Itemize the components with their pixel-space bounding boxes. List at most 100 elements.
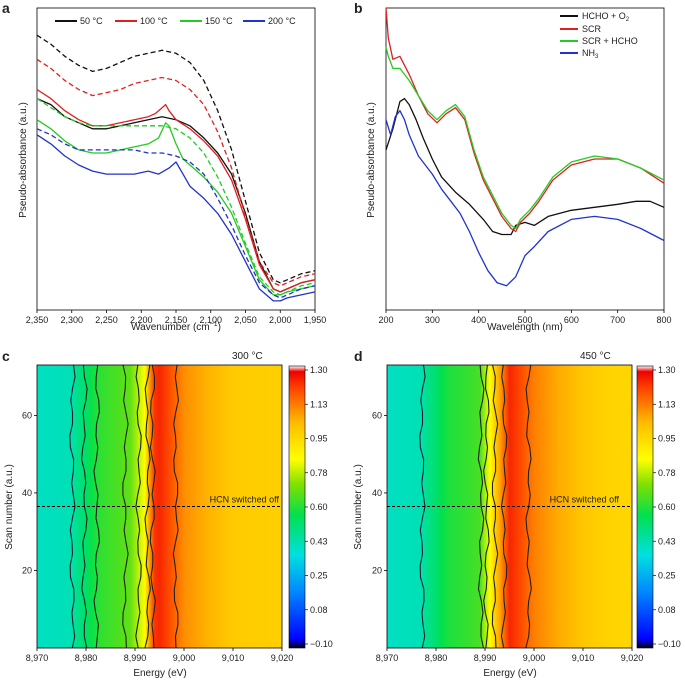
y-tick-label-c-0: 20 [22, 565, 32, 575]
y-tick-label-c-1: 40 [22, 488, 32, 498]
x-tick-label-a-8: 1,950 [304, 315, 327, 325]
x-tick-label-b-0: 200 [378, 315, 393, 325]
contour-line-d-4 [500, 364, 508, 649]
x-tick-label-d-1: 8,980 [425, 653, 448, 663]
panel-letter-b: b [354, 0, 363, 16]
colorbar-tick-label-d-6: 0.25 [658, 571, 676, 581]
legend-b-label-3-sub: 3 [595, 54, 599, 60]
x-tick-label-c-1: 8,980 [75, 653, 98, 663]
contour-line-d-3 [491, 364, 499, 649]
axes-frame-c [36, 364, 283, 649]
y-tick-label-d-0: 20 [372, 565, 382, 575]
x-tick-label-d-3: 9,000 [523, 653, 546, 663]
y-axis-label-b: Pseudo-absorbance (a.u.) [366, 102, 377, 218]
colorbar-ticks-d: 1.30 1.13 0.95 0.78 0.60 0.43 0.25 0.08 −0.10 [653, 365, 681, 649]
colorbar-tick-label-c-7: 0.08 [310, 605, 328, 615]
legend-b-label-3-text: NH [582, 48, 595, 58]
legend-a-label-1: 100 °C [140, 16, 168, 26]
legend-b: HCHO + O2 SCR SCR + HCHO NH3 [560, 11, 638, 60]
colorbar-tick-label-c-6: 0.25 [310, 571, 328, 581]
series-line-a-3 [36, 58, 316, 287]
panel-letter-a: a [2, 0, 10, 16]
x-tick-label-b-4: 600 [564, 315, 579, 325]
legend-a: 50 °C 100 °C 150 °C 200 °C [55, 16, 296, 26]
hcn-marker-label-c: HCN switched off [210, 495, 280, 505]
x-axis-label-a-close: ) [218, 322, 221, 333]
panel-letter-c: c [2, 348, 10, 364]
x-ticks-c: 8,970 8,980 8,990 9,000 9,010 9,020 [26, 648, 294, 663]
x-ticks-b: 200 300 400 500 600 700 800 [378, 310, 672, 325]
series-line-a-0 [36, 98, 316, 293]
annotation-d: 450 °C [580, 351, 611, 362]
colorbar-tick-label-d-5: 0.43 [658, 536, 676, 546]
x-tick-label-d-0: 8,970 [376, 653, 399, 663]
contour-line-c-3 [122, 364, 129, 649]
colorbar-tick-label-d-3: 0.78 [658, 468, 676, 478]
hcn-marker-label-d: HCN switched off [550, 495, 620, 505]
x-tick-label-c-5: 9,020 [271, 653, 294, 663]
y-tick-label-c-2: 60 [22, 410, 32, 420]
x-tick-label-a-7: 2,000 [269, 315, 292, 325]
x-tick-label-a-3: 2,200 [130, 315, 153, 325]
series-line-a-5 [36, 98, 316, 296]
series-line-a-2 [36, 88, 316, 293]
x-tick-label-a-0: 2,350 [26, 315, 49, 325]
x-tick-label-a-5: 2,100 [199, 315, 222, 325]
x-tick-label-c-0: 8,970 [26, 653, 49, 663]
contour-line-d-1 [477, 364, 485, 649]
series-lines-b [385, 7, 665, 287]
series-line-b-2 [385, 47, 665, 230]
y-ticks-d: 20 40 60 [372, 410, 387, 575]
x-ticks-d: 8,970 8,980 8,990 9,000 9,010 9,020 [376, 648, 644, 663]
colorbar-tick-label-d-0: 1.30 [658, 365, 676, 375]
legend-a-label-2: 150 °C [205, 16, 233, 26]
panel-d: d 450 °C HCN switched off 8,970 8,980 8,99… [353, 348, 681, 679]
legend-b-label-0: HCHO + O2 [582, 11, 630, 23]
x-tick-label-c-4: 9,010 [222, 653, 245, 663]
legend-a-label-0: 50 °C [80, 16, 103, 26]
contour-line-c-7 [172, 364, 179, 649]
y-tick-label-d-2: 60 [372, 410, 382, 420]
x-tick-label-c-3: 9,000 [173, 653, 196, 663]
series-line-a-6 [36, 134, 316, 302]
legend-b-label-2: SCR + HCHO [582, 36, 638, 46]
x-tick-label-d-5: 9,020 [621, 653, 644, 663]
x-axis-label-b: Wavelength (nm) [487, 322, 563, 333]
colorbar-tick-label-d-7: 0.08 [658, 605, 676, 615]
x-tick-label-b-6: 800 [656, 315, 671, 325]
x-tick-label-b-5: 700 [610, 315, 625, 325]
y-axis-label-c: Scan number (a.u.) [4, 464, 15, 550]
x-tick-label-d-4: 9,010 [572, 653, 595, 663]
panel-c: c 300 °C HCN switched off 8,970 8,980 8,99… [2, 348, 333, 679]
panel-b: b 200 300 400 500 600 700 800 Wavelength (nm) … [354, 0, 672, 333]
x-tick-label-a-6: 2,050 [234, 315, 257, 325]
x-axis-label-a-text: Wavenumber (cm [131, 322, 210, 333]
series-line-a-1 [36, 34, 316, 284]
series-line-b-0 [385, 97, 665, 236]
x-tick-label-d-2: 8,990 [474, 653, 497, 663]
y-axis-label-a: Pseudo-absorbance (a.u.) [18, 102, 29, 218]
contour-line-c-4 [135, 364, 142, 649]
x-tick-label-b-1: 300 [425, 315, 440, 325]
contour-line-c-2 [93, 364, 100, 649]
colorbar-ticks-c: 1.30 1.13 0.95 0.78 0.60 0.43 0.25 0.08 −0.10 [305, 365, 333, 649]
y-axis-label-d: Scan number (a.u.) [353, 464, 364, 550]
series-line-b-1 [385, 7, 665, 233]
colorbar-tick-label-d-8: −0.10 [658, 639, 681, 649]
contour-line-d-2 [483, 364, 490, 649]
colorbar-tick-label-d-1: 1.13 [658, 399, 676, 409]
colorbar-d [636, 365, 654, 649]
x-ticks-a: 2,350 2,300 2,250 2,200 2,150 2,100 2,050 2,000… [26, 310, 327, 325]
colorbar-tick-label-d-2: 0.95 [658, 434, 676, 444]
x-tick-label-b-2: 400 [471, 315, 486, 325]
legend-b-label-0-text: HCHO + O [582, 11, 626, 21]
colorbar-c [288, 365, 306, 649]
x-axis-label-a-sup: −1 [210, 321, 218, 328]
colorbar-tick-label-c-5: 0.43 [310, 536, 328, 546]
x-axis-label-d: Energy (eV) [483, 668, 536, 679]
colorbar-tick-label-c-4: 0.60 [310, 502, 328, 512]
x-axis-label-a: Wavenumber (cm−1) [131, 321, 221, 333]
x-tick-label-a-4: 2,150 [165, 315, 188, 325]
colorbar-tick-label-c-8: −0.10 [310, 639, 333, 649]
